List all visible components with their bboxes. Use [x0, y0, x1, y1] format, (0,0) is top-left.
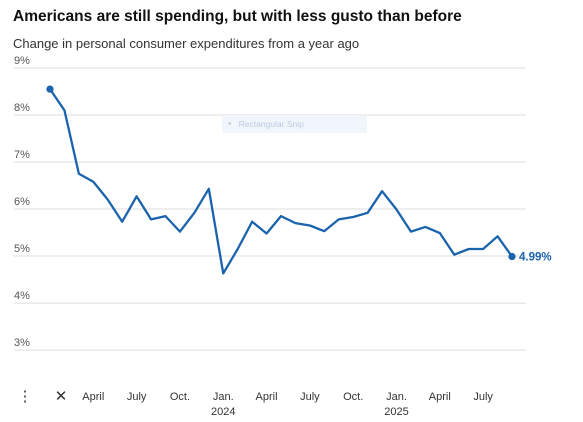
y-tick-label: 3%: [14, 337, 30, 349]
x-axis-ticks: April July Oct. Jan. 2024 April July Oct. Jan. 20…: [82, 391, 493, 418]
start-point-marker: [46, 85, 54, 93]
record-dot-icon: ●: [228, 121, 232, 127]
end-point-marker: [508, 252, 516, 261]
y-tick-label: 7%: [14, 149, 30, 161]
x-tick-label: July: [127, 391, 147, 403]
y-tick-label: 8%: [14, 102, 30, 114]
y-axis-ticks: 9% 8% 7% 6% 5% 4% 3%: [14, 55, 30, 349]
end-value-label: 4.99%: [519, 252, 552, 264]
x-tick-label: July: [300, 391, 320, 403]
gridlines: [14, 67, 526, 351]
x-tick-label: Oct.: [170, 391, 190, 403]
x-tick-label: Oct.: [343, 391, 363, 403]
close-icon[interactable]: ✕: [54, 388, 68, 405]
x-tick-year-label: 2025: [384, 406, 408, 418]
chart-subtitle: Change in personal consumer expenditures…: [13, 36, 360, 51]
y-tick-label: 6%: [14, 196, 30, 208]
rectangular-snip-tooltip: ● Rectangular Snip: [222, 115, 367, 133]
series-layer: 4.99%: [46, 85, 552, 275]
snip-toolbar: ⋮ ✕: [0, 380, 80, 412]
snip-label: Rectangular Snip: [238, 119, 304, 129]
x-tick-label: April: [82, 391, 104, 403]
more-options-icon[interactable]: ⋮: [17, 388, 33, 405]
x-tick-label: April: [256, 391, 278, 403]
x-tick-label: Jan.: [386, 391, 407, 403]
y-tick-label: 5%: [14, 243, 30, 255]
chart-title: Americans are still spending, but with l…: [13, 8, 462, 25]
series-line: [48, 88, 514, 275]
x-tick-label: April: [429, 391, 451, 403]
x-tick-label: July: [473, 391, 493, 403]
x-tick-label: Jan.: [213, 391, 234, 403]
x-tick-year-label: 2024: [211, 406, 235, 418]
y-tick-label: 4%: [14, 290, 30, 302]
y-tick-label: 9%: [14, 55, 30, 67]
